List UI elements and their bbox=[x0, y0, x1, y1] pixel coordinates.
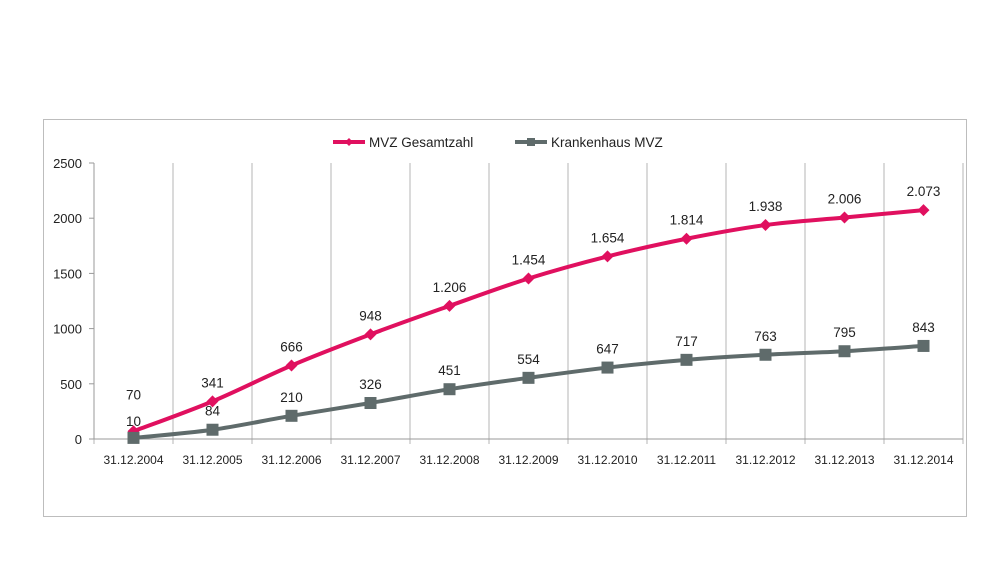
data-point bbox=[364, 328, 377, 341]
x-tick-label: 31.12.2010 bbox=[577, 453, 637, 467]
data-point bbox=[759, 348, 772, 361]
data-label: 70 bbox=[126, 387, 141, 402]
data-label: 1.938 bbox=[749, 199, 783, 214]
y-tick-label: 0 bbox=[75, 432, 82, 447]
data-point bbox=[285, 359, 298, 372]
data-label: 843 bbox=[912, 320, 935, 335]
x-tick-label: 31.12.2008 bbox=[419, 453, 479, 467]
data-label: 2.073 bbox=[907, 184, 941, 199]
data-point bbox=[285, 409, 298, 422]
data-label: 341 bbox=[201, 375, 224, 390]
data-label: 647 bbox=[596, 342, 619, 357]
y-tick-label: 1000 bbox=[53, 322, 82, 337]
y-tick-label: 1500 bbox=[53, 266, 82, 281]
chart-frame bbox=[43, 119, 967, 517]
data-label: 451 bbox=[438, 363, 461, 378]
data-point bbox=[364, 397, 377, 410]
data-label: 948 bbox=[359, 308, 382, 323]
data-label: 763 bbox=[754, 329, 777, 344]
data-label: 554 bbox=[517, 352, 540, 367]
data-label: 1.454 bbox=[512, 252, 546, 267]
data-label: 326 bbox=[359, 377, 382, 392]
data-point bbox=[206, 423, 219, 436]
data-label: 2.006 bbox=[828, 192, 862, 207]
x-tick-label: 31.12.2009 bbox=[498, 453, 558, 467]
data-label: 1.814 bbox=[670, 213, 704, 228]
data-point bbox=[917, 204, 930, 217]
y-tick-label: 500 bbox=[60, 377, 82, 392]
series-line-mvz-gesamtzahl bbox=[132, 208, 924, 434]
data-label: 795 bbox=[833, 325, 856, 340]
x-tick-label: 31.12.2007 bbox=[340, 453, 400, 467]
data-label: 1.206 bbox=[433, 280, 467, 295]
data-point bbox=[522, 371, 535, 384]
x-tick-label: 31.12.2005 bbox=[182, 453, 242, 467]
y-tick-label: 2500 bbox=[53, 156, 82, 171]
x-tick-label: 31.12.2014 bbox=[893, 453, 953, 467]
data-point bbox=[917, 339, 930, 352]
data-point bbox=[443, 299, 456, 312]
x-tick-label: 31.12.2012 bbox=[735, 453, 795, 467]
data-point bbox=[206, 395, 219, 408]
data-point bbox=[601, 250, 614, 263]
data-label: 1.654 bbox=[591, 230, 625, 245]
x-tick-label: 31.12.2004 bbox=[103, 453, 163, 467]
data-point bbox=[759, 219, 772, 232]
legend-label: Krankenhaus MVZ bbox=[551, 135, 663, 150]
legend-label: MVZ Gesamtzahl bbox=[369, 135, 473, 150]
legend-marker-square-icon bbox=[527, 138, 535, 146]
legend-marker-diamond-icon bbox=[345, 138, 353, 146]
data-label: 84 bbox=[205, 404, 221, 419]
data-point bbox=[838, 211, 851, 224]
x-tick-label: 31.12.2013 bbox=[814, 453, 874, 467]
data-point bbox=[680, 232, 693, 245]
x-tick-label: 31.12.2011 bbox=[657, 453, 716, 467]
data-point bbox=[522, 272, 535, 285]
data-point bbox=[680, 353, 693, 366]
data-label: 666 bbox=[280, 339, 303, 354]
data-label: 210 bbox=[280, 390, 303, 405]
data-point bbox=[601, 361, 614, 374]
data-label: 10 bbox=[126, 414, 141, 429]
y-tick-label: 2000 bbox=[53, 211, 82, 226]
data-point bbox=[443, 383, 456, 396]
x-tick-label: 31.12.2006 bbox=[261, 453, 321, 467]
data-point bbox=[838, 345, 851, 358]
data-point bbox=[127, 431, 140, 444]
data-label: 717 bbox=[675, 334, 698, 349]
